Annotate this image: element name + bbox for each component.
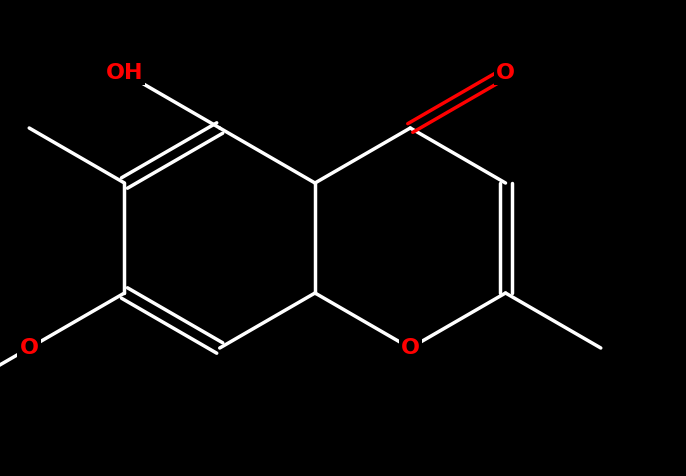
Text: O: O (401, 338, 420, 358)
Text: OH: OH (106, 63, 143, 83)
Text: O: O (20, 338, 38, 358)
Text: O: O (496, 63, 515, 83)
